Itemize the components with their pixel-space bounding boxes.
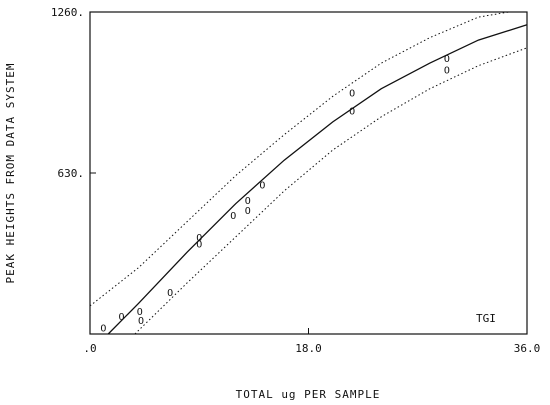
ticks: .0 18.0 36.0 630. 1260. [51,6,540,355]
y-tick-label: 630. [58,167,85,180]
data-point: O [196,233,202,244]
data-point: O [245,206,251,217]
fitted-curve-line [107,24,528,335]
x-axis-title: TOTAL ug PER SAMPLE [236,388,381,401]
annotation-tgi: TGI [476,312,496,325]
data-point: O [100,324,106,335]
data-point: O [196,239,202,250]
data-point: O [444,66,450,77]
data-point: O [444,54,450,65]
data-point: O [137,307,143,318]
confidence-band-line [134,47,528,335]
data-point: O [167,288,173,299]
y-axis-title: PEAK HEIGHTS FROM DATA SYSTEM [4,62,17,283]
data-point: O [119,312,125,323]
data-point: O [138,316,144,327]
data-point: O [349,89,355,100]
x-tick-label: .0 [83,342,96,355]
x-tick-label: 18.0 [295,342,322,355]
confidence-band-line [89,11,509,307]
curves [89,11,528,335]
data-point: O [349,106,355,117]
x-tick-label: 36.0 [514,342,541,355]
data-point: O [259,181,265,192]
data-point: O [230,211,236,222]
data-point: O [245,196,251,207]
y-tick-label: 1260. [51,6,84,19]
